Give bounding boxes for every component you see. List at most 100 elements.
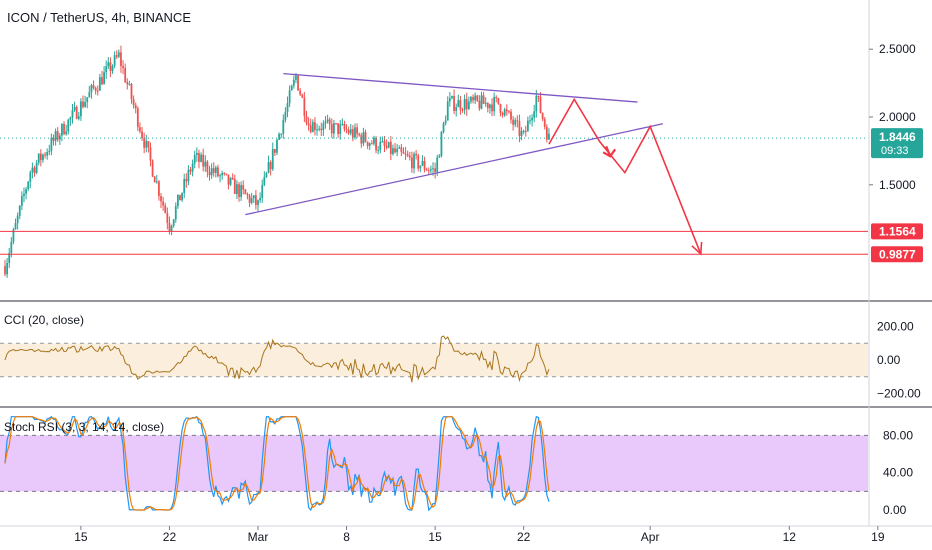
candle-body [303,97,306,117]
candle-body [377,149,380,151]
candle-body [4,266,6,275]
candle-body [191,163,194,172]
candle-body [229,178,232,185]
candle-body [292,79,295,86]
current-price-countdown: 09:33 [881,145,909,157]
stoch-axis-tick-label: 40.00 [883,466,913,480]
candle-body [52,137,55,141]
candle-body [240,185,243,197]
candle-body [195,153,198,155]
candle-body [337,123,340,135]
candle-body [269,162,272,170]
candle-body [35,162,38,173]
candle-body [467,101,470,110]
candle-body [417,155,420,169]
candle-body [147,141,150,148]
candle-body [339,124,342,135]
candle-body [33,167,36,173]
candle-body [105,66,108,73]
candle-body [280,133,283,135]
candle-body [92,85,95,88]
candle-body [153,176,156,183]
candle-body [134,105,137,109]
candle-body [8,253,11,263]
candle-body [480,95,483,109]
candle-body [113,55,116,66]
candle-body [548,133,550,140]
candle-body [501,112,504,116]
candle-body [373,137,375,144]
candle-body [309,125,312,133]
candle-body [524,130,527,132]
current-price-value: 1.8446 [879,130,916,144]
candle-body [259,197,262,201]
candle-body [290,85,293,91]
candle-body [343,123,346,130]
candle-body [537,95,540,97]
candle-body [130,84,133,100]
candle-body [58,135,61,140]
candle-body [29,172,32,182]
cci-pane-label: CCI (20, close) [4,313,85,327]
candle-body [539,96,542,113]
candle-body [478,100,481,109]
candle-body [39,153,42,161]
candle-body [73,106,76,111]
candle-body [472,97,474,101]
candle-body [328,119,331,125]
candle-body [236,184,238,194]
candle-body [482,95,485,104]
candle-body [257,200,259,206]
candle-body [185,179,188,182]
candle-body [442,123,445,132]
candle-body [516,120,519,122]
stoch-band [0,435,868,492]
candle-body [214,167,217,173]
candle-body [518,121,521,136]
candle-body [276,139,278,153]
candle-body [423,160,426,170]
candle-body [120,52,122,67]
candle-body [295,75,297,80]
candle-body [387,141,390,148]
candle-body [238,184,240,197]
support-level-tag-value: 0.9877 [879,247,916,261]
time-axis-tick-label: 19 [871,530,885,544]
candle-body [301,94,304,98]
candle-body [244,189,247,195]
candle-body [71,110,74,118]
candle-body [451,96,453,99]
candle-body [284,111,287,120]
time-axis-tick: Mar [248,526,268,544]
candle-body [320,128,323,131]
candle-body [463,99,466,111]
candle-body [512,119,515,125]
candle-body [398,147,401,149]
candle-body [44,154,46,156]
candle-body [227,174,230,185]
time-axis-tick: 19 [871,526,885,544]
candle-body [273,149,276,153]
candle-body [318,128,321,130]
candle-body [427,170,430,172]
candle-body [12,229,15,242]
candle-body [96,90,99,92]
candle-body [448,98,451,102]
candle-body [151,160,154,177]
candle-body [67,119,70,132]
stoch-axis-tick-label: 80.00 [883,428,913,442]
candle-body [18,205,21,216]
time-axis-tick: 15 [74,526,88,544]
candle-body [189,169,192,172]
stoch-d-line [4,416,550,511]
candle-body [419,165,422,169]
candle-body [122,66,124,68]
candle-body [84,101,87,107]
candle-body [271,149,274,170]
time-axis-tick: Apr [641,526,659,544]
candle-body [223,173,226,175]
candle-body [324,121,327,124]
candle-body [16,215,19,224]
candle-body [368,143,371,146]
